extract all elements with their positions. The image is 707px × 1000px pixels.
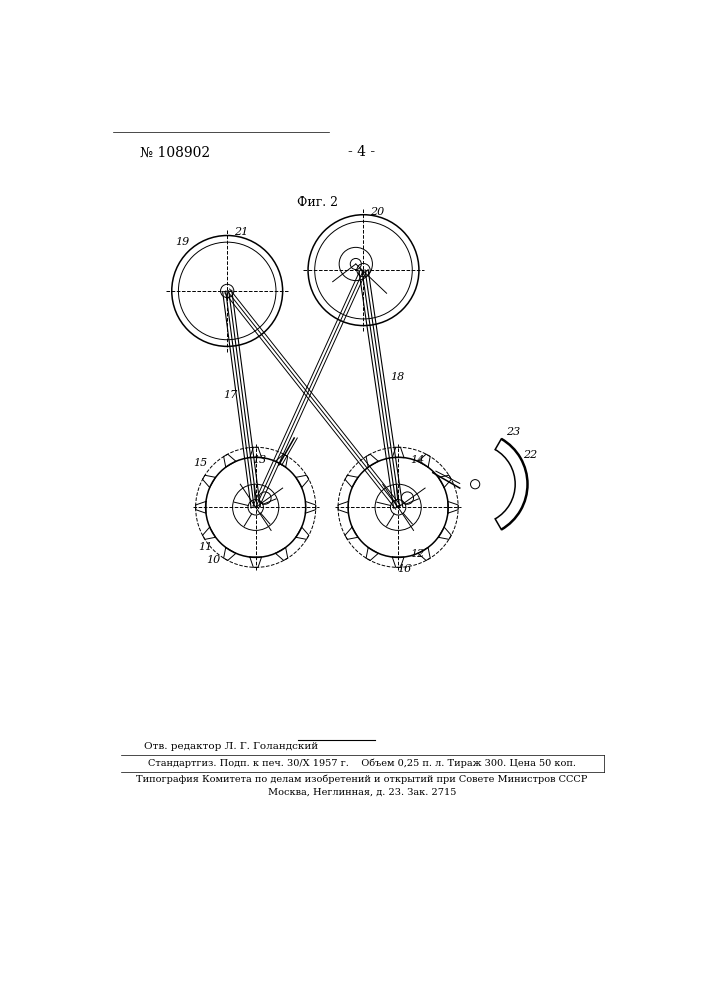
Text: 10: 10 [206,555,221,565]
Text: Отв. редактор Л. Г. Голандский: Отв. редактор Л. Г. Голандский [144,742,318,751]
Text: 11: 11 [199,542,213,552]
Text: 21: 21 [234,227,248,237]
Text: 19: 19 [175,237,189,247]
Text: Типография Комитета по делам изобретений и открытий при Совете Министров СССР: Типография Комитета по делам изобретений… [136,774,588,784]
Text: 14: 14 [410,455,424,465]
Text: 16: 16 [397,564,411,574]
Text: Стандартгиз. Подп. к печ. 30/X 1957 г.    Объем 0,25 п. л. Тираж 300. Цена 50 ко: Стандартгиз. Подп. к печ. 30/X 1957 г. О… [148,759,576,768]
Text: 20: 20 [370,207,385,217]
Text: - 4 -: - 4 - [349,145,375,159]
Text: 17: 17 [223,390,237,400]
Text: Москва, Неглинная, д. 23. Зак. 2715: Москва, Неглинная, д. 23. Зак. 2715 [268,788,456,797]
Text: 23: 23 [506,427,521,437]
Text: 18: 18 [391,372,405,382]
Text: 12: 12 [410,549,424,559]
Text: № 108902: № 108902 [140,145,210,159]
Text: 15: 15 [193,458,207,468]
Text: Фиг. 2: Фиг. 2 [297,196,338,209]
Text: 13: 13 [252,455,267,465]
Text: 22: 22 [523,450,538,460]
